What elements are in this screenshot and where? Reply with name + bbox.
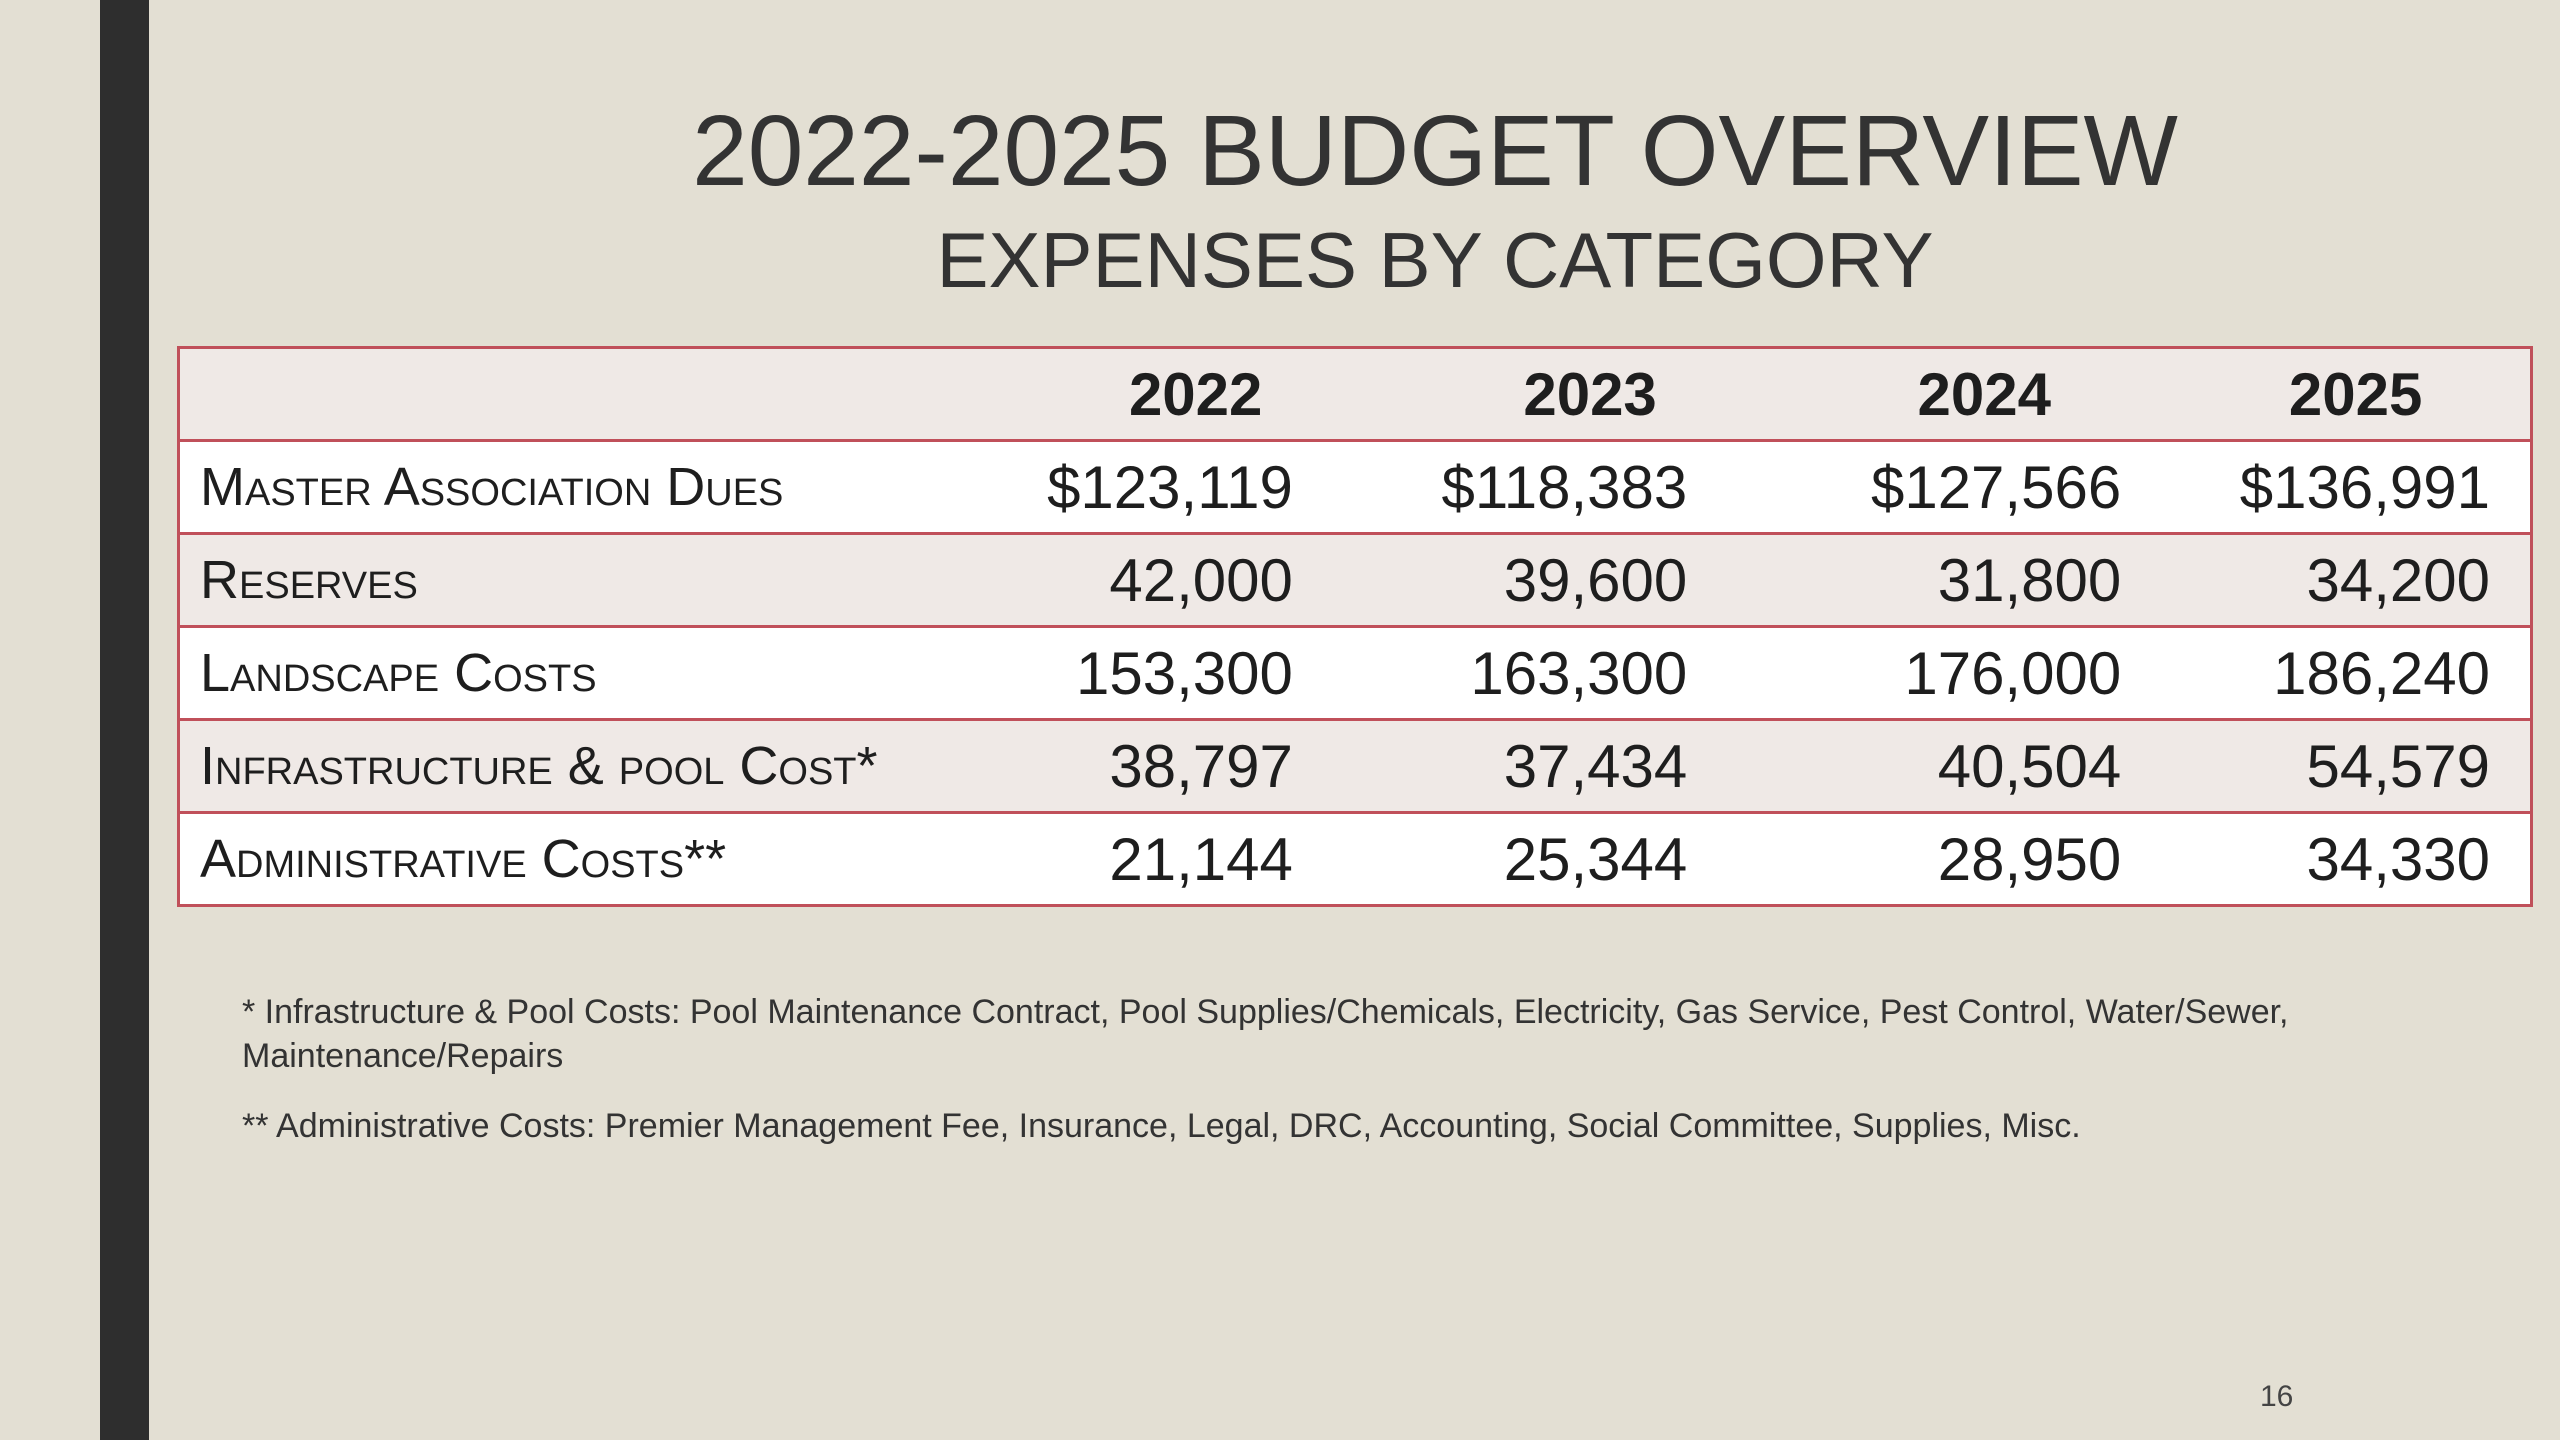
row-label: Master Association Dues: [177, 439, 999, 535]
table-row: Infrastructure & pool Cost* 38,797 37,43…: [177, 718, 2534, 814]
table-cell: 31,800: [1787, 532, 2182, 628]
table-cell: 38,797: [998, 718, 1393, 814]
table-cell: $123,119: [998, 439, 1393, 535]
table-cell: $127,566: [1787, 439, 2182, 535]
header-cell-2023: 2023: [1392, 346, 1788, 442]
table-row: Master Association Dues $123,119 $118,38…: [177, 439, 2534, 535]
table-cell: $118,383: [1392, 439, 1788, 535]
table-row: Landscape Costs 153,300 163,300 176,000 …: [177, 625, 2534, 721]
row-label: Landscape Costs: [177, 625, 999, 721]
table-cell: 34,200: [2181, 532, 2534, 628]
table-cell: 25,344: [1392, 811, 1788, 907]
row-label: Reserves: [177, 532, 999, 628]
header-cell-2022: 2022: [998, 346, 1393, 442]
row-label: Infrastructure & pool Cost*: [177, 718, 999, 814]
budget-table: 2022 2023 2024 2025 Master Association D…: [177, 346, 2534, 907]
table-cell: 37,434: [1392, 718, 1788, 814]
row-label: Administrative Costs**: [177, 811, 999, 907]
slide-title: 2022-2025 BUDGET OVERVIEW: [692, 95, 2178, 207]
slide-subtitle: EXPENSES BY CATEGORY: [936, 216, 1934, 304]
table-cell: 34,330: [2181, 811, 2534, 907]
header-cell-2025: 2025: [2181, 346, 2534, 442]
footnote-administrative: ** Administrative Costs: Premier Managem…: [242, 1107, 2081, 1145]
table-cell: 186,240: [2181, 625, 2534, 721]
table-cell: 21,144: [998, 811, 1393, 907]
table-row: Reserves 42,000 39,600 31,800 34,200: [177, 532, 2534, 628]
footnote-infrastructure: * Infrastructure & Pool Costs: Pool Main…: [242, 993, 2289, 1075]
table-cell: 176,000: [1787, 625, 2182, 721]
table-row: Administrative Costs** 21,144 25,344 28,…: [177, 811, 2534, 907]
table-cell: $136,991: [2181, 439, 2534, 535]
header-cell-empty: [177, 346, 999, 442]
table-header-row: 2022 2023 2024 2025: [177, 346, 2534, 442]
table-cell: 42,000: [998, 532, 1393, 628]
title-block: 2022-2025 BUDGET OVERVIEW EXPENSES BY CA…: [600, 92, 2270, 310]
page-number: 16: [2260, 1380, 2294, 1413]
table-cell: 28,950: [1787, 811, 2182, 907]
footnotes: * Infrastructure & Pool Costs: Pool Main…: [242, 990, 2442, 1174]
table-cell: 40,504: [1787, 718, 2182, 814]
table-cell: 54,579: [2181, 718, 2534, 814]
table-cell: 163,300: [1392, 625, 1788, 721]
side-accent-bar: [100, 0, 149, 1440]
table-cell: 153,300: [998, 625, 1393, 721]
table-cell: 39,600: [1392, 532, 1788, 628]
header-cell-2024: 2024: [1787, 346, 2182, 442]
